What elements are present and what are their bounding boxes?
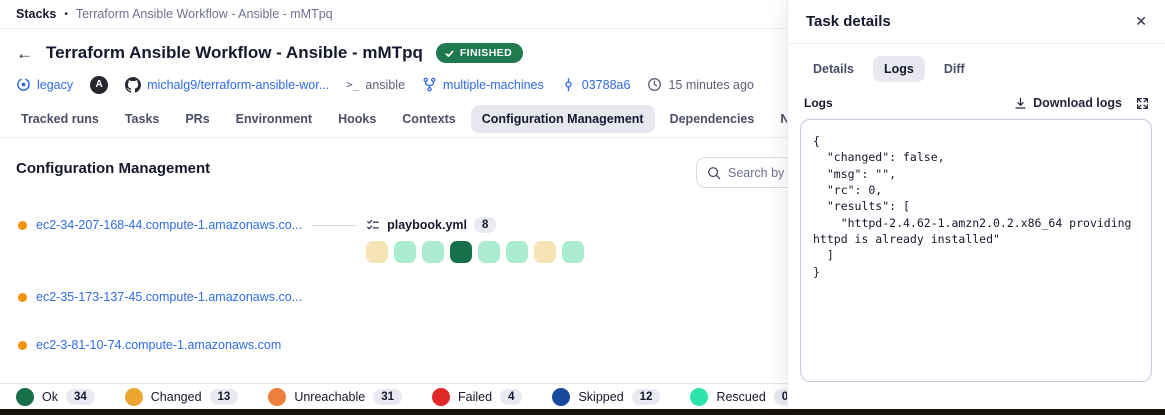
task-square[interactable] (506, 241, 529, 263)
search-icon (708, 166, 721, 179)
breadcrumb-current: Terraform Ansible Workflow - Ansible - m… (75, 7, 333, 21)
back-arrow-icon[interactable]: ← (16, 43, 33, 63)
legend-failed: Failed 4 (432, 387, 523, 406)
expand-icon[interactable] (1136, 97, 1149, 110)
log-output[interactable]: { "changed": false, "msg": "", "rc": 0, … (800, 119, 1152, 382)
host-status-dot (18, 220, 27, 230)
task-squares (366, 241, 585, 263)
logs-section-label: Logs (804, 96, 833, 110)
tab-tracked-runs[interactable]: Tracked runs (21, 112, 99, 126)
task-square[interactable] (450, 241, 473, 263)
changed-dot (124, 387, 143, 406)
unreachable-dot (268, 387, 287, 406)
updated-meta: 15 minutes ago (647, 77, 754, 92)
tab-diff[interactable]: Diff (943, 62, 965, 76)
task-details-panel: Task details ✕ Details Logs Diff Logs Do… (787, 0, 1165, 409)
task-square[interactable] (478, 241, 501, 263)
section-heading: Configuration Management (16, 160, 211, 177)
tab-dependencies[interactable]: Dependencies (669, 112, 755, 126)
task-square[interactable] (394, 241, 417, 263)
legend-rescued: Rescued 0 (690, 387, 797, 406)
host-link[interactable]: ec2-34-207-168-44.compute-1.amazonaws.co… (36, 218, 303, 232)
space-meta[interactable]: legacy (16, 77, 73, 92)
task-square[interactable] (534, 241, 557, 263)
task-square[interactable] (422, 241, 445, 263)
breadcrumb-stacks-link[interactable]: Stacks (16, 7, 57, 21)
legend-count: 4 (500, 388, 523, 405)
tab-tasks[interactable]: Tasks (124, 112, 160, 126)
connector-line (311, 225, 358, 226)
tab-environment[interactable]: Environment (235, 112, 313, 126)
repo-meta[interactable]: michalg9/terraform-ansible-wor... (125, 76, 329, 93)
check-icon (445, 50, 454, 57)
rescued-dot (690, 387, 709, 406)
tab-hooks[interactable]: Hooks (338, 112, 377, 126)
space-icon (17, 78, 30, 91)
status-badge: FINISHED (435, 43, 524, 63)
host-row: ec2-35-173-137-45.compute-1.amazonaws.co… (18, 287, 1165, 307)
stack-meta-row: legacy A michalg9/terraform-ansible-wor.… (16, 73, 1149, 96)
playbook-entry[interactable]: playbook.yml 8 (366, 215, 584, 235)
panel-title: Task details (806, 13, 891, 30)
tab-prs[interactable]: PRs (185, 112, 210, 126)
clock-icon (648, 78, 662, 91)
commit-icon (565, 77, 572, 92)
host-link[interactable]: ec2-3-81-10-74.compute-1.amazonaws.com (36, 338, 282, 352)
tab-logs[interactable]: Logs (873, 56, 925, 82)
host-row: ec2-3-81-10-74.compute-1.amazonaws.com (18, 335, 1165, 355)
tab-configuration-management[interactable]: Configuration Management (470, 105, 655, 133)
legend-unreachable: Unreachable 31 (268, 387, 403, 406)
branch-meta[interactable]: multiple-machines (422, 77, 544, 92)
ansible-avatar: A (90, 75, 109, 94)
breadcrumb-separator: • (64, 8, 68, 20)
playbook-label: playbook.yml (387, 218, 468, 232)
breadcrumb: Stacks • Terraform Ansible Workflow - An… (0, 0, 1165, 29)
branch-icon (423, 77, 436, 92)
legend-skipped: Skipped 12 (552, 387, 661, 406)
tab-contexts[interactable]: Contexts (402, 112, 456, 126)
close-icon[interactable]: ✕ (1135, 13, 1147, 29)
legend-changed: Changed 13 (124, 387, 239, 406)
download-logs-button[interactable]: Download logs (1014, 96, 1122, 110)
terminal-icon: >_ (346, 78, 360, 91)
download-icon (1015, 97, 1026, 109)
host-link[interactable]: ec2-35-173-137-45.compute-1.amazonaws.co… (36, 290, 303, 304)
task-square[interactable] (562, 241, 585, 263)
legend-ok: Ok 34 (16, 387, 95, 406)
skipped-dot (552, 387, 571, 406)
task-count-badge: 8 (474, 217, 497, 233)
log-text: { "changed": false, "msg": "", "rc": 0, … (813, 134, 1132, 279)
host-status-dot (18, 340, 27, 350)
tab-details[interactable]: Details (813, 62, 854, 76)
playbook-icon (367, 219, 380, 230)
stack-header: ← Terraform Ansible Workflow - Ansible -… (0, 29, 1165, 96)
host-row: ec2-34-207-168-44.compute-1.amazonaws.co… (18, 215, 1165, 263)
screen-bottom-edge (0, 409, 1165, 415)
playbook-group: playbook.yml 8 (366, 215, 585, 263)
legend-count: 12 (631, 388, 661, 405)
commit-meta[interactable]: 03788a6 (561, 77, 630, 92)
page-title: Terraform Ansible Workflow - Ansible - m… (46, 43, 423, 62)
ok-dot (16, 387, 34, 406)
host-status-dot (18, 292, 27, 302)
failed-dot (432, 387, 451, 406)
panel-tabs: Details Logs Diff (788, 44, 1165, 88)
runtime-meta: >_ ansible (346, 77, 406, 92)
task-square[interactable] (366, 241, 389, 263)
legend-count: 13 (209, 388, 239, 405)
legend-count: 31 (373, 388, 403, 405)
github-icon (125, 76, 142, 93)
legend-count: 34 (65, 388, 95, 405)
